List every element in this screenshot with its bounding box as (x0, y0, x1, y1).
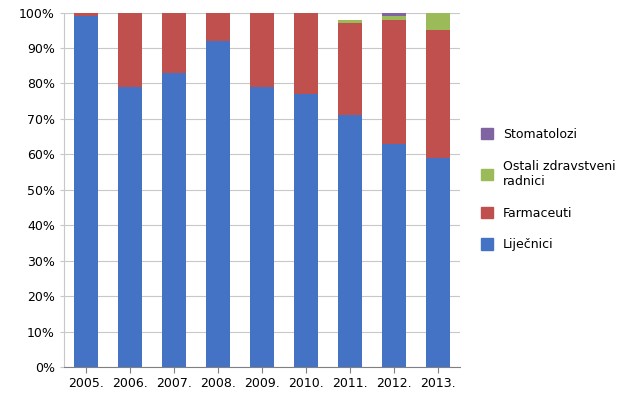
Bar (162, 13, 186, 73)
Bar (118, 87, 142, 367)
Bar (162, 73, 186, 367)
Bar (382, 16, 406, 20)
Bar (426, 30, 450, 158)
Bar (74, 13, 98, 16)
Bar (294, 13, 318, 94)
Bar (426, 158, 450, 367)
Bar (74, 16, 98, 367)
Bar (382, 20, 406, 143)
Bar (338, 23, 362, 116)
Bar (382, 13, 406, 16)
Bar (426, 13, 450, 30)
Bar (338, 20, 362, 23)
Legend: Stomatolozi, Ostali zdravstveni
radnici, Farmaceuti, Liječnici: Stomatolozi, Ostali zdravstveni radnici,… (474, 122, 622, 258)
Bar (118, 13, 142, 87)
Bar (338, 116, 362, 367)
Bar (382, 143, 406, 367)
Bar (206, 41, 230, 367)
Bar (294, 94, 318, 367)
Bar (250, 13, 274, 87)
Bar (206, 13, 230, 41)
Bar (250, 87, 274, 367)
